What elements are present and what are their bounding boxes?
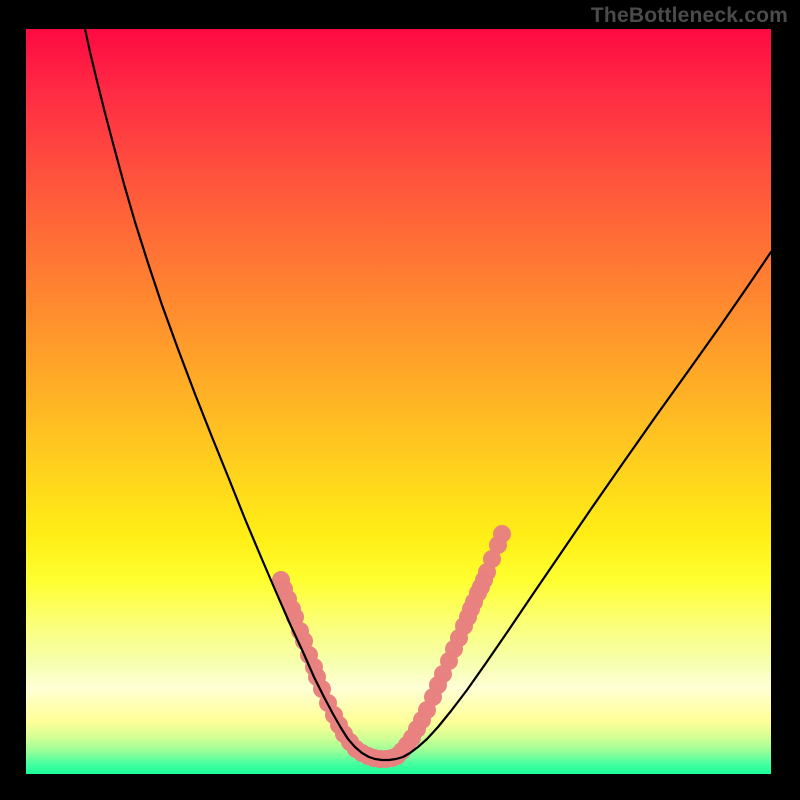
scatter-point <box>493 525 511 543</box>
gradient-background <box>26 29 771 774</box>
watermark-text: TheBottleneck.com <box>591 4 788 28</box>
plot-area <box>26 29 771 774</box>
bottleneck-chart <box>26 29 771 774</box>
